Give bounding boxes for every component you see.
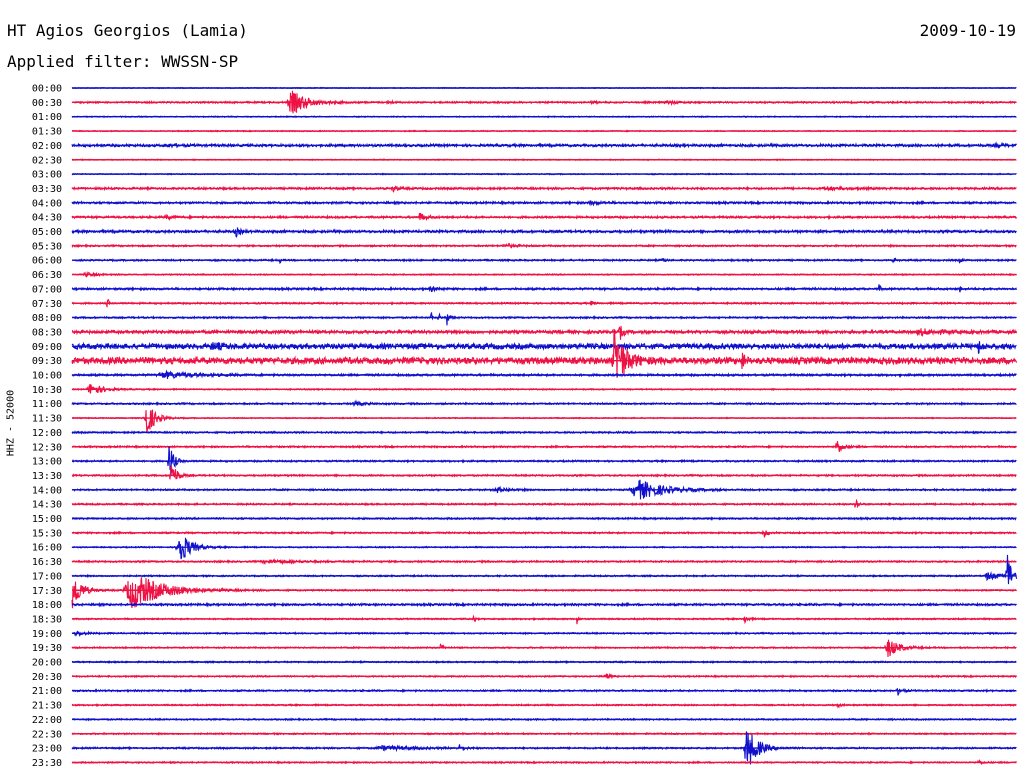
time-label: 03:00 xyxy=(32,170,62,181)
time-label: 22:30 xyxy=(32,729,62,740)
time-label: 01:00 xyxy=(32,112,62,123)
time-label: 13:00 xyxy=(32,457,62,468)
trace-line xyxy=(71,341,1017,354)
trace-line xyxy=(71,465,1017,480)
filter-label: Applied filter: WWSSN-SP xyxy=(7,52,239,71)
trace-line xyxy=(71,537,1017,560)
time-label: 18:00 xyxy=(32,600,62,611)
time-label: 20:30 xyxy=(32,672,62,683)
time-label: 13:30 xyxy=(32,471,62,482)
time-label: 02:00 xyxy=(32,141,62,152)
time-label: 15:30 xyxy=(32,528,62,539)
time-label: 15:00 xyxy=(32,514,62,525)
time-label: 06:30 xyxy=(32,270,62,281)
time-label: 11:30 xyxy=(32,414,62,425)
time-label: 05:30 xyxy=(32,241,62,252)
time-label: 19:30 xyxy=(32,643,62,654)
time-label: 05:00 xyxy=(32,227,62,238)
time-label: 21:00 xyxy=(32,686,62,697)
time-label: 14:00 xyxy=(32,485,62,496)
time-labels: 00:00 00:30 01:00 01:30 02:00 02:30 03:00 03:30… xyxy=(32,84,62,769)
time-label: 17:00 xyxy=(32,571,62,582)
time-label: 10:00 xyxy=(32,371,62,382)
time-label: 21:30 xyxy=(32,701,62,712)
trace-line xyxy=(72,312,1017,326)
time-label: 00:30 xyxy=(32,98,62,109)
time-label: 02:30 xyxy=(32,155,62,166)
station-title: HT Agios Georgios (Lamia) xyxy=(7,21,248,40)
time-label: 19:00 xyxy=(32,629,62,640)
time-label: 01:30 xyxy=(32,127,62,138)
time-label: 14:30 xyxy=(32,500,62,511)
time-label: 08:00 xyxy=(32,313,62,324)
trace-line xyxy=(71,328,1018,378)
trace-line xyxy=(71,409,1017,433)
trace-line xyxy=(71,554,1018,585)
trace-lines xyxy=(71,86,1018,766)
time-label: 23:00 xyxy=(32,744,62,755)
time-label: 04:30 xyxy=(32,213,62,224)
time-label: 07:00 xyxy=(32,284,62,295)
time-label: 11:00 xyxy=(32,399,62,410)
trace-line xyxy=(71,325,1018,340)
time-label: 20:00 xyxy=(32,658,62,669)
time-label: 07:30 xyxy=(32,299,62,310)
time-label: 00:00 xyxy=(32,84,62,95)
time-label: 12:00 xyxy=(32,428,62,439)
trace-line xyxy=(71,614,1017,625)
time-label: 12:30 xyxy=(32,442,62,453)
time-label: 16:30 xyxy=(32,557,62,568)
time-label: 06:00 xyxy=(32,256,62,267)
trace-line xyxy=(71,687,1017,696)
time-label: 08:30 xyxy=(32,327,62,338)
time-label: 16:00 xyxy=(32,543,62,554)
time-label: 10:30 xyxy=(32,385,62,396)
time-label: 17:30 xyxy=(32,586,62,597)
time-label: 23:30 xyxy=(32,758,62,769)
trace-line xyxy=(71,529,1017,538)
time-label: 04:00 xyxy=(32,198,62,209)
time-label: 03:30 xyxy=(32,184,62,195)
time-label: 18:30 xyxy=(32,614,62,625)
time-label: 22:00 xyxy=(32,715,62,726)
record-date: 2009-10-19 xyxy=(919,21,1016,40)
time-label: 09:00 xyxy=(32,342,62,353)
time-label: 09:30 xyxy=(32,356,62,367)
